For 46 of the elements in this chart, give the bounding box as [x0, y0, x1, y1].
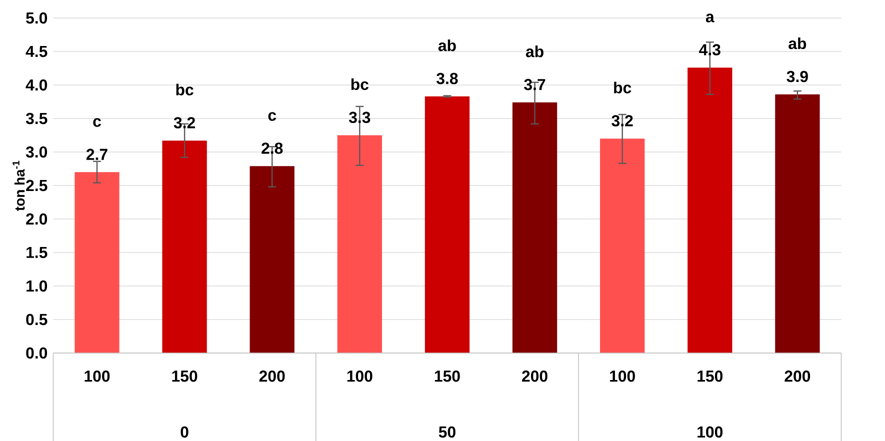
annotation: c: [268, 112, 276, 121]
x-tick-label: 150: [172, 370, 198, 382]
x-tick-label: 150: [698, 370, 723, 382]
x-tick-label: 100: [610, 370, 635, 382]
data-label: 3.2: [174, 117, 195, 128]
bar: [162, 140, 207, 353]
text: 50: [438, 426, 456, 438]
y-tick-label: 0.5: [26, 314, 48, 326]
bar: [74, 172, 120, 353]
y-tick-label: 2.0: [26, 213, 48, 225]
text: 100: [698, 426, 723, 438]
y-tick-label: 3.5: [26, 112, 48, 124]
bar: [337, 135, 382, 353]
y-tick-label: 3.0: [26, 146, 48, 158]
annotation: ab: [526, 46, 544, 58]
y-tick-label: 4.0: [26, 79, 48, 91]
y-tick-label: 0.0: [26, 347, 48, 359]
bar: [424, 96, 470, 353]
x-tick-label: 150: [434, 370, 460, 382]
annotation: bc: [176, 84, 194, 96]
x-tick-label: 100: [84, 370, 110, 382]
x-tick-label: 200: [259, 370, 285, 382]
text: 0: [180, 426, 188, 438]
y-axis-title: ton ha$^{-1}$: [12, 160, 25, 211]
annotation: bc: [614, 82, 632, 94]
y-tick-label: 1.0: [26, 280, 48, 292]
bar: [512, 102, 558, 353]
y-tick-label: 1.5: [26, 246, 48, 258]
bar: [250, 166, 294, 353]
annotation: bc: [351, 78, 368, 90]
annotation: ab: [438, 39, 456, 52]
annotation: c: [93, 118, 101, 127]
bar: [600, 138, 645, 353]
y-tick-label: 5.0: [26, 12, 48, 24]
data-label: 3.9: [786, 70, 808, 82]
y-tick-label: 2.5: [26, 180, 48, 192]
bar: [688, 68, 732, 353]
annotation: ab: [788, 37, 806, 50]
bar: [775, 94, 820, 353]
data-label: 3.8: [436, 72, 458, 84]
x-tick-label: 100: [347, 370, 372, 382]
x-tick-label: 200: [522, 370, 548, 382]
data-label: 2.7: [86, 148, 108, 160]
y-tick-label: 4.5: [26, 46, 48, 58]
annotation: a: [706, 14, 714, 22]
x-tick-label: 200: [784, 370, 810, 382]
